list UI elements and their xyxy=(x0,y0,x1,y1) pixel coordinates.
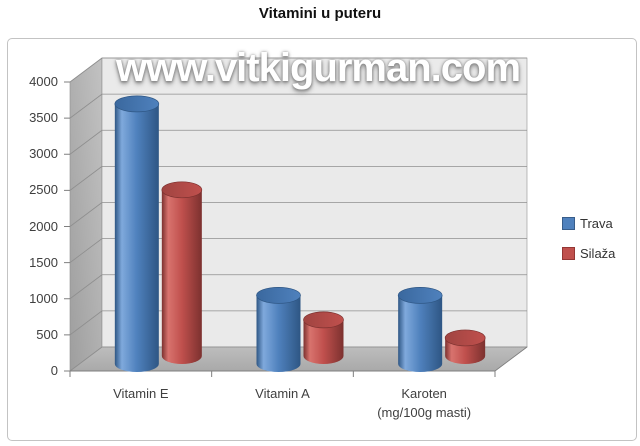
legend-label-silaza: Silaža xyxy=(580,245,616,261)
y-tick-label: 1000 xyxy=(29,290,58,306)
cylinder-bar-Trava-2 xyxy=(256,287,301,372)
legend-swatch-trava xyxy=(562,216,575,230)
x-axis-label: Vitamin A xyxy=(255,386,310,401)
y-tick-label: 2500 xyxy=(29,182,58,198)
cylinder-bar-Silaža-1 xyxy=(161,181,203,364)
cylinder-bar-Silaža-3 xyxy=(444,329,486,364)
legend: Trava Silaža xyxy=(562,215,615,275)
y-tick-label: 3500 xyxy=(29,110,58,126)
chart-title: Vitamini u puteru xyxy=(258,5,382,22)
watermark: www.vitkigurman.com xyxy=(115,46,521,90)
cylinder-bar-Trava-3 xyxy=(397,287,443,372)
y-tick-label: 3000 xyxy=(29,146,58,162)
cylinder-bar-Silaža-2 xyxy=(303,311,344,364)
legend-swatch-silaza xyxy=(562,246,575,260)
x-axis-label: Karoten (mg/100g masti) xyxy=(377,386,472,420)
y-tick-label: 1500 xyxy=(29,254,58,270)
y-tick-label: 500 xyxy=(36,326,58,342)
cylinder-bar-Trava-1 xyxy=(114,95,160,372)
legend-label-trava: Trava xyxy=(580,215,613,231)
x-axis-label: Vitamin E xyxy=(113,386,169,401)
legend-item-silaza: Silaža xyxy=(562,245,615,261)
y-tick-label: 0 xyxy=(50,363,58,378)
legend-item-trava: Trava xyxy=(562,215,615,231)
y-tick-label: 4000 xyxy=(29,74,58,89)
y-tick-label: 2000 xyxy=(29,218,58,234)
